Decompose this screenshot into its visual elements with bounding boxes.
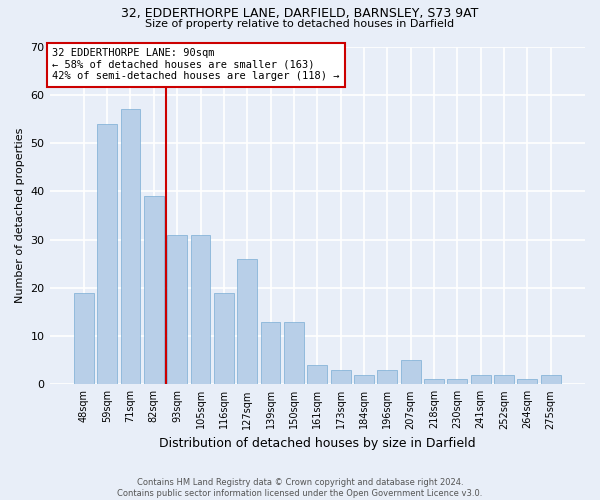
Text: Contains HM Land Registry data © Crown copyright and database right 2024.
Contai: Contains HM Land Registry data © Crown c… — [118, 478, 482, 498]
Bar — [354, 374, 374, 384]
Bar — [74, 292, 94, 384]
Bar — [144, 196, 164, 384]
Bar — [307, 365, 327, 384]
Bar — [401, 360, 421, 384]
X-axis label: Distribution of detached houses by size in Darfield: Distribution of detached houses by size … — [159, 437, 476, 450]
Bar — [424, 380, 444, 384]
Bar — [191, 234, 211, 384]
Bar — [541, 374, 560, 384]
Bar — [377, 370, 397, 384]
Bar — [260, 322, 280, 384]
Y-axis label: Number of detached properties: Number of detached properties — [15, 128, 25, 303]
Bar — [214, 292, 234, 384]
Bar — [238, 259, 257, 384]
Bar — [494, 374, 514, 384]
Text: Size of property relative to detached houses in Darfield: Size of property relative to detached ho… — [145, 19, 455, 29]
Bar — [471, 374, 491, 384]
Bar — [97, 124, 117, 384]
Bar — [331, 370, 350, 384]
Text: 32 EDDERTHORPE LANE: 90sqm
← 58% of detached houses are smaller (163)
42% of sem: 32 EDDERTHORPE LANE: 90sqm ← 58% of deta… — [52, 48, 340, 82]
Bar — [448, 380, 467, 384]
Text: 32, EDDERTHORPE LANE, DARFIELD, BARNSLEY, S73 9AT: 32, EDDERTHORPE LANE, DARFIELD, BARNSLEY… — [121, 8, 479, 20]
Bar — [167, 234, 187, 384]
Bar — [121, 109, 140, 384]
Bar — [284, 322, 304, 384]
Bar — [517, 380, 538, 384]
